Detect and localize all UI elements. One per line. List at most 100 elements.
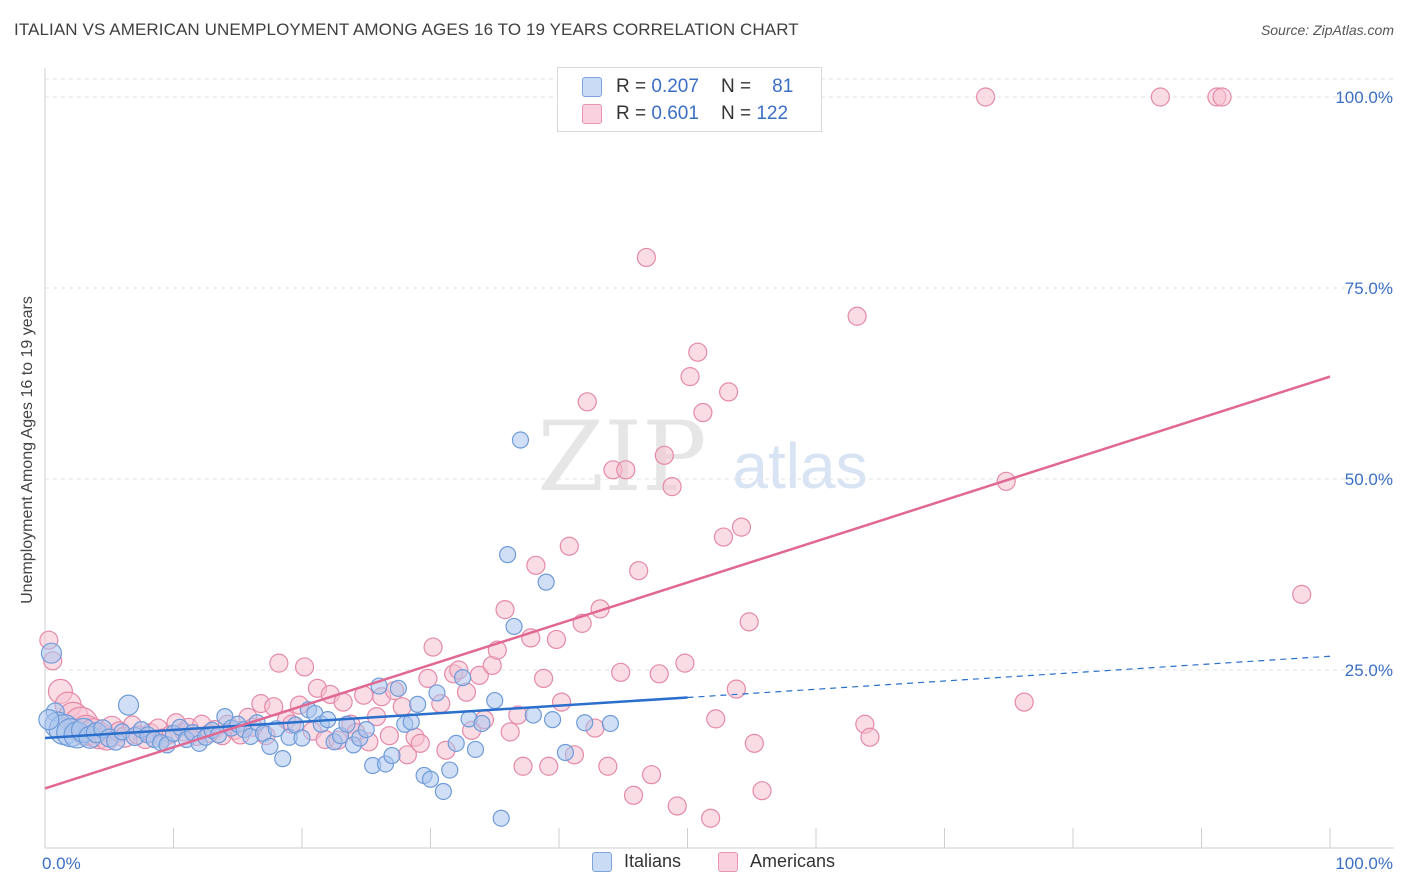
italians-trend-extension xyxy=(687,655,1331,699)
italian-point xyxy=(466,740,485,759)
italian-point xyxy=(576,714,594,732)
american-point xyxy=(706,709,726,729)
american-point xyxy=(713,527,734,547)
italian-point xyxy=(492,809,510,827)
american-point xyxy=(693,402,713,423)
correlation-legend: R = 0.207 N = 81 R = 0.601 N = 122 xyxy=(557,67,822,132)
legend-n-label: N = xyxy=(720,103,752,124)
american-point xyxy=(731,517,752,537)
american-point xyxy=(526,555,546,575)
american-point xyxy=(649,664,669,684)
y-axis-label: Unemployment Among Ages 16 to 19 years xyxy=(19,296,36,604)
watermark-atlas: atlas xyxy=(732,430,867,502)
italian-point xyxy=(409,695,427,713)
chart-title: ITALIAN VS AMERICAN UNEMPLOYMENT AMONG A… xyxy=(14,20,799,39)
italian-point xyxy=(421,770,440,788)
americans-swatch xyxy=(582,104,602,124)
american-point xyxy=(500,722,520,742)
american-point xyxy=(667,796,687,816)
italians-label: Italians xyxy=(624,851,682,871)
american-point xyxy=(423,637,443,657)
y-tick-label: 100.0% xyxy=(1335,88,1393,107)
american-point xyxy=(379,726,399,746)
american-point xyxy=(551,692,572,712)
american-point xyxy=(726,679,746,699)
tick-labels: 25.0% 50.0% 75.0% 100.0% 0.0% 100.0% xyxy=(42,88,1393,873)
american-point xyxy=(513,756,533,776)
american-point xyxy=(675,653,695,673)
american-point xyxy=(629,561,649,581)
american-point xyxy=(1014,692,1034,712)
italian-point xyxy=(389,679,407,697)
legend-n-label: N = xyxy=(720,76,752,97)
legend-r-label: R = xyxy=(616,103,647,124)
italian-point xyxy=(524,706,542,724)
x-tick-label: 100.0% xyxy=(1335,854,1393,873)
american-point xyxy=(495,600,515,620)
italian-point xyxy=(383,746,401,765)
american-point xyxy=(598,756,618,776)
american-point xyxy=(392,697,412,717)
italian-point xyxy=(511,431,530,449)
italian-point xyxy=(505,617,523,636)
italian-point xyxy=(261,737,279,756)
american-point xyxy=(688,342,708,362)
italian-point xyxy=(117,694,140,716)
american-point xyxy=(701,808,721,828)
italian-point xyxy=(40,642,63,664)
american-point xyxy=(410,733,430,753)
italian-point xyxy=(441,761,459,779)
watermark-zip: ZIP xyxy=(537,401,706,513)
american-point xyxy=(744,733,764,753)
american-point xyxy=(1292,584,1312,604)
american-point xyxy=(577,392,597,412)
italian-point xyxy=(473,714,491,733)
y-tick-label: 75.0% xyxy=(1345,279,1393,298)
italian-point xyxy=(434,782,452,801)
americans-trend-line xyxy=(44,375,1331,790)
legend-r-value: 0.601 xyxy=(651,103,699,124)
italians-swatch xyxy=(592,851,612,872)
y-tick-label: 50.0% xyxy=(1345,470,1393,489)
american-point xyxy=(680,367,700,387)
grid-lines xyxy=(45,78,1394,671)
italian-point xyxy=(543,711,562,729)
american-point xyxy=(533,668,554,689)
legend-n-value: 122 xyxy=(756,103,789,124)
american-point xyxy=(269,653,289,673)
watermark: ZIP atlas xyxy=(537,401,867,513)
american-point xyxy=(739,612,759,632)
italian-point xyxy=(274,750,292,768)
bottom-legend-italians: Italians xyxy=(592,851,681,872)
italian-point xyxy=(38,709,60,731)
american-point xyxy=(294,657,315,677)
italian-point xyxy=(601,714,620,733)
italian-point xyxy=(447,734,465,752)
american-point xyxy=(559,536,579,556)
american-point xyxy=(752,781,772,801)
bottom-legend-americans: Americans xyxy=(718,851,835,872)
american-point xyxy=(611,662,631,682)
legend-row-americans: R = 0.601 N = 122 xyxy=(582,102,788,126)
american-point xyxy=(623,785,644,805)
italians-swatch xyxy=(582,77,602,97)
american-point xyxy=(546,629,567,650)
american-point xyxy=(662,477,682,497)
american-point xyxy=(539,756,559,776)
x-tick-label: 0.0% xyxy=(42,854,81,873)
italian-point xyxy=(537,573,555,591)
american-point xyxy=(418,668,438,689)
american-point xyxy=(860,727,880,747)
american-point xyxy=(719,382,739,402)
legend-r-value: 0.207 xyxy=(651,76,699,97)
legend-n-value: 81 xyxy=(772,76,794,97)
american-point xyxy=(847,306,867,326)
y-axis-label-wrap: Unemployment Among Ages 16 to 19 years xyxy=(14,240,42,660)
americans-label: Americans xyxy=(750,851,836,871)
italian-point xyxy=(556,743,575,762)
italian-point xyxy=(357,720,375,739)
american-point xyxy=(616,460,636,480)
chart-source: Source: ZipAtlas.com xyxy=(1260,22,1394,38)
american-point xyxy=(1212,87,1232,107)
